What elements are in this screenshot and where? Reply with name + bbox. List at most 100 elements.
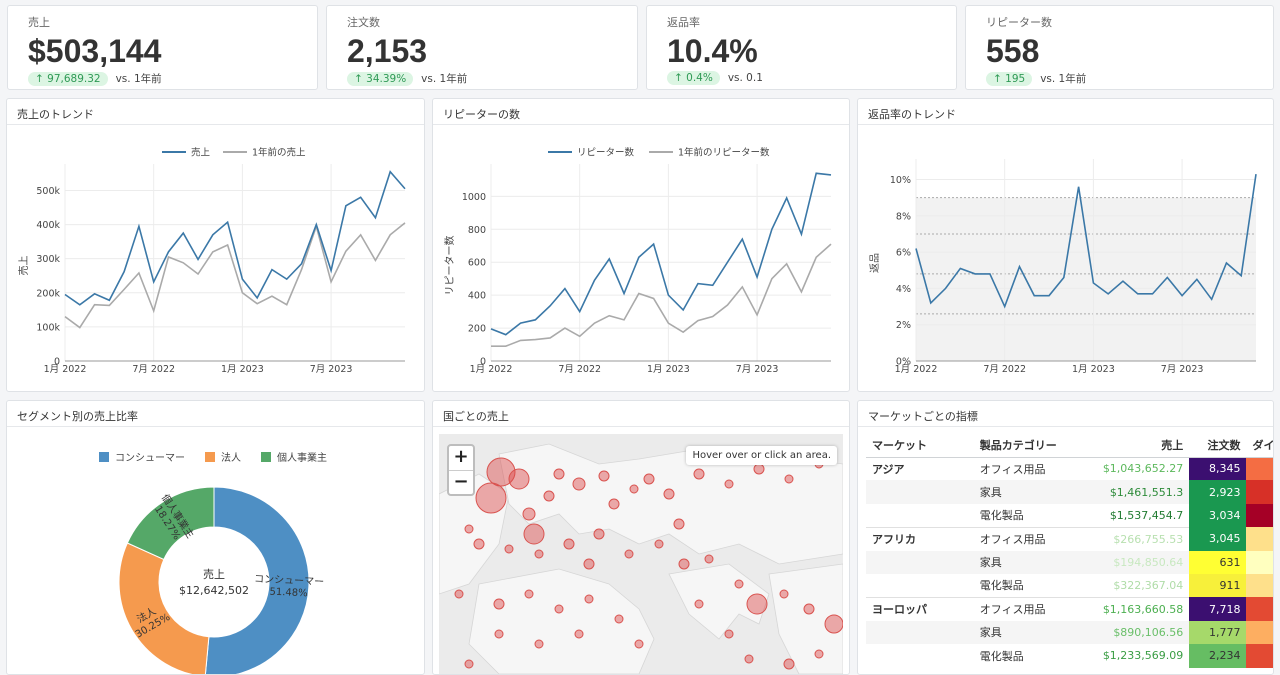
kpi-title: 売上 [28, 16, 50, 29]
sales-marker [464, 659, 474, 669]
col-orders[interactable]: 注文数 [1189, 433, 1247, 458]
country-map[interactable]: + − Hover over or click an area. [439, 434, 843, 674]
kpi-compare: vs. 0.1 [727, 72, 763, 84]
legend-label: コンシューマー [115, 453, 185, 464]
x-tick-label: 1月 2022 [44, 364, 87, 375]
return-trend-chart[interactable]: 0% 2% 4% 6% 8% 10% 1月 2022 7月 2022 1月 2023 7月 202… [858, 125, 1273, 391]
kpi-compare: vs. 1年前 [421, 73, 468, 85]
category-cell: オフィス用品 [973, 456, 1084, 481]
table-row[interactable]: アフリカ オフィス用品 $266,755.53 3,045 [866, 526, 1273, 551]
col-sales[interactable]: 売上 [1083, 433, 1190, 458]
panel-title: リピーターの数 [433, 99, 849, 125]
orders-cell: 2,923 [1189, 480, 1247, 504]
repeaters-panel: リピーターの数 0 200 400 600 800 1000 1月 2022 7月 2022 1… [432, 98, 850, 392]
orders-cell: 7,718 [1189, 597, 1247, 621]
sales-marker [583, 558, 595, 570]
land-area [439, 473, 510, 595]
sales-marker [475, 482, 507, 514]
legend-label: 1年前のリピーター数 [678, 147, 770, 159]
direct-cell [1246, 573, 1273, 598]
kpi-card-return-rate: 返品率 10.4% ↑ 0.4% vs. 0.1 [646, 5, 957, 90]
table-row[interactable]: 家具 $1,461,551.3 2,923 [866, 480, 1273, 504]
zoom-control: + − [447, 444, 475, 496]
sales-cell: $1,233,569.09 [1102, 649, 1184, 663]
kpi-value: 2,153 [347, 33, 428, 69]
sales-marker [634, 639, 644, 649]
panel-title: 国ごとの売上 [433, 401, 849, 427]
sales-cell: $1,461,551.3 [1083, 480, 1190, 504]
sales-marker [508, 468, 530, 490]
map-hint: Hover over or click an area. [686, 446, 837, 465]
col-market[interactable]: マーケット [866, 433, 974, 458]
control-band [916, 197, 1256, 361]
col-category[interactable]: 製品カテゴリー [973, 433, 1084, 458]
market-cell: アジア [866, 456, 974, 481]
sales-marker [744, 654, 754, 664]
slice-name: コンシューマー [254, 574, 324, 588]
sales-marker [724, 479, 734, 489]
table-row[interactable]: 電化製品 $322,367.04 911 [866, 573, 1273, 598]
table-row[interactable]: ヨーロッパ オフィス用品 $1,163,660.58 7,718 [866, 596, 1273, 621]
legend-swatch [99, 452, 109, 462]
panel-title: 売上のトレンド [7, 99, 424, 125]
kpi-card-repeaters: リピーター数 558 ↑ 195 vs. 1年前 [965, 5, 1274, 90]
sales-marker [814, 649, 824, 659]
land-area [468, 568, 655, 674]
x-tick-label: 7月 2023 [1161, 364, 1204, 375]
direct-cell [1246, 457, 1273, 481]
segment-donut-chart[interactable]: コンシューマー 法人 個人事業主コンシューマー51.48%法人30.25%個人事業主… [7, 427, 424, 675]
legend-label: 法人 [221, 451, 241, 464]
land-area [668, 563, 770, 640]
zoom-out-button[interactable]: − [449, 470, 473, 494]
series-line [64, 170, 406, 306]
market-cell [866, 574, 974, 597]
market-cell [866, 644, 974, 667]
sales-cell: $1,043,652.27 [1083, 456, 1190, 481]
donut-center-value: $12,642,502 [179, 584, 249, 597]
legend-label: 個人事業主 [277, 451, 327, 464]
panel-title: 返品率のトレンド [858, 99, 1273, 125]
y-tick-label: 200 [468, 324, 486, 335]
x-tick-label: 7月 2023 [310, 364, 353, 375]
y-tick-label: 500k [36, 186, 60, 197]
sales-marker [464, 524, 474, 534]
panel-title: マーケットごとの指標 [858, 401, 1273, 427]
orders-cell: 8,345 [1189, 457, 1247, 481]
sales-marker [553, 468, 565, 480]
zoom-in-button[interactable]: + [453, 446, 469, 467]
table-row[interactable]: 電化製品 $1,233,569.09 2,234 [866, 644, 1273, 668]
x-tick-label: 1月 2023 [221, 364, 264, 375]
sales-marker [494, 629, 504, 639]
legend-label: リピーター数 [577, 147, 635, 159]
table-row[interactable]: 家具 $890,106.56 1,777 [866, 620, 1273, 645]
sales-marker [654, 539, 664, 549]
sales-cell: $194,850.64 [1083, 550, 1190, 574]
kpi-value: $503,144 [28, 33, 162, 69]
sales-marker [543, 490, 555, 502]
sales-marker [753, 463, 765, 475]
sales-marker [673, 518, 685, 530]
market-panel: マーケットごとの指標 マーケット 製品カテゴリー 売上 注文数 ダイレ アジアオ… [857, 400, 1274, 675]
series-line [491, 243, 832, 347]
repeaters-chart[interactable]: 0 200 400 600 800 1000 1月 2022 7月 2022 1月 2023 7月… [433, 125, 849, 391]
table-row[interactable]: 電化製品 $1,537,454.7 3,034 [866, 503, 1273, 528]
sales-marker [724, 629, 734, 639]
kpi-title: リピーター数 [986, 16, 1052, 29]
sales-trend-chart[interactable]: 0 100k 200k 300k 400k 500k 1月 2022 7月 2022 1月 20… [7, 125, 424, 391]
direct-cell [1246, 597, 1273, 621]
donut-slice [118, 542, 210, 674]
category-cell: 家具 [973, 620, 1084, 645]
category-cell: 電化製品 [979, 509, 1024, 523]
table-row[interactable]: 家具 $194,850.64 631 [866, 550, 1273, 574]
orders-cell: 911 [1189, 573, 1247, 598]
sales-cell: $266,755.53 [1083, 526, 1190, 551]
sales-marker [572, 477, 586, 491]
col-direct[interactable]: ダイレ [1246, 433, 1273, 458]
series-line [64, 222, 406, 329]
panel-title: セグメント別の売上比率 [7, 401, 424, 427]
kpi-delta-badge: ↑ 34.39% [347, 71, 414, 86]
map-canvas[interactable] [439, 434, 843, 674]
sales-marker [534, 549, 544, 559]
sales-marker [624, 549, 634, 559]
table-row[interactable]: アジア オフィス用品 $1,043,652.27 8,345 [866, 456, 1273, 481]
